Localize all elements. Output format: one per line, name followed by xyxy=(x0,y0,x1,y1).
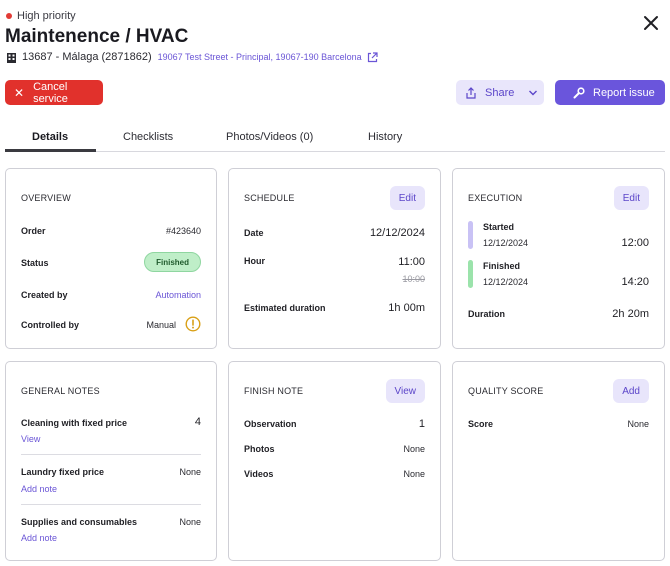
tab-photos-videos[interactable]: Photos/Videos (0) xyxy=(226,131,314,143)
property-location: 13687 - Málaga (2871862) 19067 Test Stre… xyxy=(6,51,378,63)
execution-edit-button[interactable]: Edit xyxy=(613,186,649,210)
building-icon xyxy=(6,52,17,63)
tab-checklists[interactable]: Checklists xyxy=(123,131,174,143)
close-icon xyxy=(644,16,658,30)
finish-note-title: FINISH NOTE xyxy=(244,386,304,396)
videos-label: Videos xyxy=(244,469,274,479)
property-name: 13687 - Málaga (2871862) xyxy=(22,51,152,63)
close-button[interactable] xyxy=(640,12,662,34)
started-time: 12:00 xyxy=(621,237,649,249)
photos-value: None xyxy=(403,444,425,454)
score-label: Score xyxy=(468,419,494,429)
priority-indicator: High priority xyxy=(6,10,76,22)
finished-label: Finished xyxy=(483,261,521,271)
hour-value: 11:00 xyxy=(398,256,425,268)
add-note-link[interactable]: Add note xyxy=(21,484,58,494)
share-label: Share xyxy=(485,86,515,99)
videos-value: None xyxy=(403,469,425,479)
estimated-duration-label: Estimated duration xyxy=(244,303,326,313)
note-item-label: Cleaning with fixed price xyxy=(21,418,128,428)
quality-add-button[interactable]: Add xyxy=(613,379,649,403)
finish-note-card: FINISH NOTE View Observation 1 Photos No… xyxy=(228,361,441,561)
photos-label: Photos xyxy=(244,444,275,454)
overview-title: OVERVIEW xyxy=(21,193,71,203)
observation-value: 1 xyxy=(418,418,425,430)
note-item-label: Laundry fixed price xyxy=(21,467,105,477)
estimated-duration-value: 1h 00m xyxy=(388,302,425,314)
finish-note-view-button[interactable]: View xyxy=(385,379,425,403)
general-notes-title: GENERAL NOTES xyxy=(21,386,100,396)
add-note-link[interactable]: Add note xyxy=(21,533,58,543)
date-value: 12/12/2024 xyxy=(369,227,425,239)
order-label: Order xyxy=(21,226,46,236)
divider xyxy=(21,454,201,455)
controlled-by-label: Controlled by xyxy=(21,320,79,330)
address-link[interactable]: 19067 Test Street - Principal, 19067-190… xyxy=(157,52,362,62)
overview-card: OVERVIEW Order #423640 Status Finished C… xyxy=(5,168,217,349)
warning-icon[interactable] xyxy=(185,316,201,332)
divider xyxy=(21,504,201,505)
general-notes-card: GENERAL NOTES Cleaning with fixed price … xyxy=(5,361,217,561)
observation-label: Observation xyxy=(244,419,297,429)
priority-dot-icon xyxy=(6,13,12,19)
close-icon: ✕ xyxy=(14,85,25,100)
score-value: None xyxy=(627,419,649,429)
external-link-icon[interactable] xyxy=(367,51,378,63)
cancel-service-label: Cancel service xyxy=(33,80,68,105)
priority-label: High priority xyxy=(17,10,76,22)
view-note-link[interactable]: View xyxy=(21,434,41,444)
duration-label: Duration xyxy=(468,309,505,319)
status-label: Status xyxy=(21,258,49,268)
chevron-down-icon xyxy=(529,90,538,95)
created-by-link[interactable]: Automation xyxy=(155,290,201,300)
tab-details[interactable]: Details xyxy=(32,131,69,143)
active-tab-indicator xyxy=(5,149,96,152)
created-by-label: Created by xyxy=(21,290,68,300)
quality-score-title: QUALITY SCORE xyxy=(468,386,544,396)
finished-time: 14:20 xyxy=(621,276,649,288)
quality-score-card: QUALITY SCORE Add Score None xyxy=(452,361,665,561)
schedule-card: SCHEDULE Edit Date 12/12/2024 Hour 11:00… xyxy=(228,168,441,349)
note-item-value: None xyxy=(179,517,201,527)
controlled-by-value: Manual xyxy=(146,320,176,330)
schedule-title: SCHEDULE xyxy=(244,193,295,203)
started-status-bar xyxy=(468,221,473,249)
order-value: #423640 xyxy=(165,226,201,236)
report-issue-button[interactable]: Report issue xyxy=(555,80,665,105)
previous-hour-value: 10:00 xyxy=(402,274,425,284)
duration-value: 2h 20m xyxy=(612,308,649,320)
started-date: 12/12/2024 xyxy=(483,238,529,248)
note-item-label: Supplies and consumables xyxy=(21,517,138,527)
date-label: Date xyxy=(244,228,264,238)
started-label: Started xyxy=(483,222,515,232)
share-button[interactable]: Share xyxy=(456,80,544,105)
note-item-count: 4 xyxy=(194,416,201,428)
hour-label: Hour xyxy=(244,256,265,266)
tab-bar: Details Checklists Photos/Videos (0) His… xyxy=(5,128,665,152)
cancel-service-button[interactable]: ✕ Cancel service xyxy=(5,80,103,105)
finished-date: 12/12/2024 xyxy=(483,277,529,287)
status-badge: Finished xyxy=(144,252,201,272)
report-issue-label: Report issue xyxy=(593,86,655,99)
schedule-edit-button[interactable]: Edit xyxy=(389,186,425,210)
execution-title: EXECUTION xyxy=(468,193,523,203)
finished-status-bar xyxy=(468,260,473,288)
wrench-icon xyxy=(573,86,585,98)
execution-card: EXECUTION Edit Started 12/12/2024 12:00 … xyxy=(452,168,665,349)
share-icon xyxy=(466,86,476,99)
page-title: Maintenence / HVAC xyxy=(5,26,189,47)
tab-history[interactable]: History xyxy=(368,131,403,143)
note-item-value: None xyxy=(179,467,201,477)
